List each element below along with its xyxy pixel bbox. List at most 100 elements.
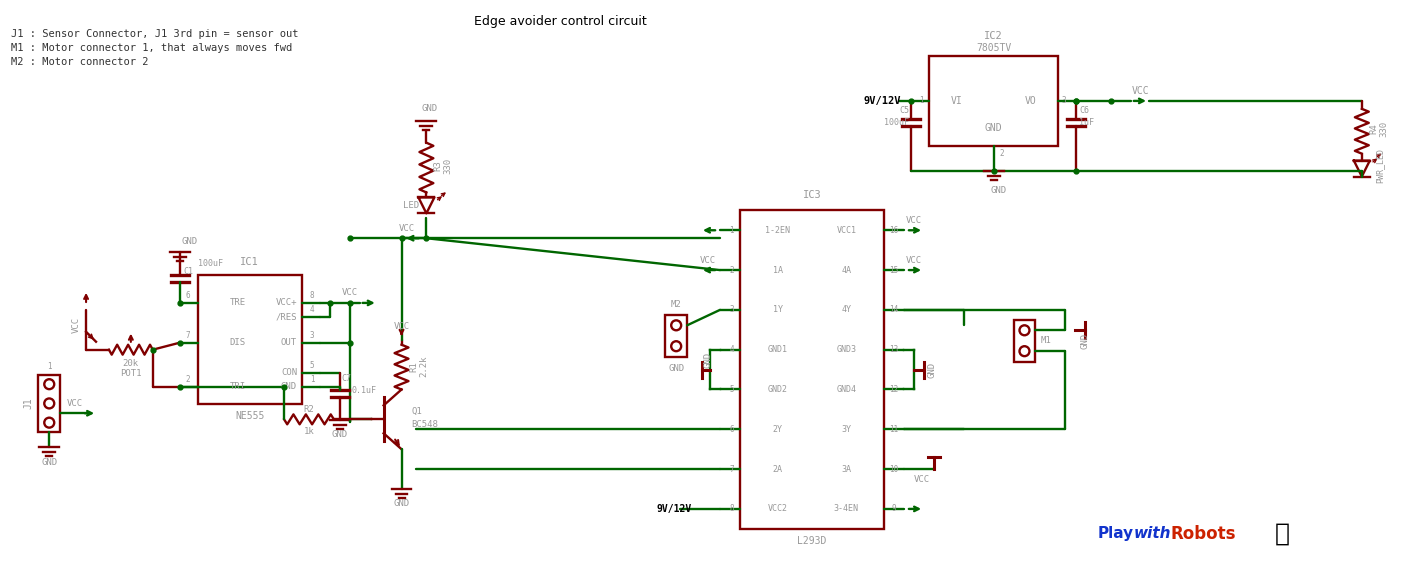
Text: GND1: GND1	[768, 345, 788, 354]
Text: VCC: VCC	[700, 256, 715, 264]
Text: GND2: GND2	[768, 385, 788, 394]
Text: 3-4EN: 3-4EN	[834, 504, 858, 513]
Circle shape	[44, 399, 54, 408]
Text: R2: R2	[304, 405, 314, 414]
Text: GND: GND	[985, 123, 1002, 133]
Text: VCC: VCC	[905, 256, 922, 264]
Text: M2 : Motor connector 2: M2 : Motor connector 2	[11, 57, 149, 67]
Text: TRE: TRE	[230, 299, 246, 307]
Text: 4A: 4A	[841, 266, 851, 275]
Text: VI: VI	[951, 96, 962, 106]
Text: 8: 8	[310, 291, 314, 300]
Text: 2: 2	[730, 266, 734, 275]
Text: 1-2EN: 1-2EN	[765, 226, 790, 235]
Text: 6: 6	[730, 425, 734, 434]
Text: 5: 5	[310, 361, 314, 370]
Text: 14: 14	[890, 305, 898, 315]
Text: 2: 2	[1000, 149, 1004, 158]
Text: R4: R4	[1369, 123, 1378, 134]
Text: M1 : Motor connector 1, that always moves fwd: M1 : Motor connector 1, that always move…	[11, 43, 293, 53]
Text: 8: 8	[730, 504, 734, 513]
Text: NE555: NE555	[236, 411, 264, 421]
Text: 11: 11	[890, 425, 898, 434]
Text: VCC: VCC	[914, 475, 930, 484]
Text: GND: GND	[927, 361, 937, 377]
Text: VCC: VCC	[341, 288, 358, 297]
Circle shape	[44, 418, 54, 428]
Text: 5: 5	[730, 385, 734, 394]
Text: 100uF: 100uF	[197, 259, 223, 268]
Text: VCC+: VCC+	[276, 299, 297, 307]
Text: C6: C6	[1080, 106, 1090, 115]
Text: 1Y: 1Y	[773, 305, 783, 315]
Text: IC3: IC3	[803, 191, 821, 200]
Text: J1 : Sensor Connector, J1 3rd pin = sensor out: J1 : Sensor Connector, J1 3rd pin = sens…	[11, 29, 298, 39]
Text: Q1: Q1	[411, 407, 423, 416]
Circle shape	[1020, 346, 1030, 356]
Circle shape	[671, 341, 681, 351]
Text: GND: GND	[704, 352, 713, 368]
Circle shape	[671, 320, 681, 330]
Text: 15: 15	[890, 266, 898, 275]
Text: L293D: L293D	[797, 536, 827, 546]
Text: 2: 2	[186, 375, 190, 384]
Text: 0.1uF: 0.1uF	[351, 386, 377, 395]
Bar	[930, 56, 1058, 146]
Text: R3: R3	[434, 160, 443, 171]
Text: 330: 330	[1379, 120, 1388, 137]
Text: GND: GND	[668, 364, 684, 373]
Text: 4Y: 4Y	[841, 305, 851, 315]
Text: VO: VO	[1024, 96, 1037, 106]
Text: GND: GND	[991, 186, 1007, 195]
Text: GND4: GND4	[837, 385, 857, 394]
Text: Robots: Robots	[1171, 525, 1237, 543]
Text: 10: 10	[890, 465, 898, 473]
Text: 7: 7	[730, 465, 734, 473]
Text: 3Y: 3Y	[841, 425, 851, 434]
Text: 1: 1	[918, 96, 924, 106]
Text: 2Y: 2Y	[773, 425, 783, 434]
Text: CON: CON	[281, 368, 297, 377]
Text: 330: 330	[444, 158, 453, 174]
Text: VCC: VCC	[1132, 86, 1150, 96]
Text: VCC1: VCC1	[837, 226, 857, 235]
Text: VCC: VCC	[394, 322, 410, 331]
Text: 20k: 20k	[123, 359, 139, 368]
Text: 13: 13	[890, 345, 898, 354]
Text: VCC: VCC	[71, 317, 80, 333]
Text: GND: GND	[181, 237, 197, 246]
Text: 6: 6	[186, 291, 190, 300]
Bar	[665, 315, 687, 357]
Text: POT1: POT1	[120, 369, 141, 378]
Text: GND: GND	[281, 382, 297, 391]
Text: C1: C1	[184, 267, 194, 276]
Text: with: with	[1134, 526, 1171, 541]
Text: BC548: BC548	[411, 420, 438, 429]
Text: 3: 3	[310, 331, 314, 340]
Text: 2A: 2A	[773, 465, 783, 473]
Text: GND: GND	[394, 500, 410, 508]
Text: 3: 3	[730, 305, 734, 315]
Text: 1k: 1k	[304, 427, 314, 436]
Text: 1A: 1A	[773, 266, 783, 275]
Text: GND: GND	[1081, 333, 1090, 349]
Text: 3: 3	[1062, 96, 1067, 106]
Circle shape	[44, 379, 54, 389]
Text: GND: GND	[41, 457, 57, 467]
Text: IC2: IC2	[984, 31, 1002, 41]
Text: 16: 16	[890, 226, 898, 235]
Bar	[39, 375, 60, 432]
Text: TRI: TRI	[230, 382, 246, 391]
Text: GND3: GND3	[837, 345, 857, 354]
Text: VCC: VCC	[905, 216, 922, 225]
Text: 9V/12V: 9V/12V	[864, 96, 901, 106]
Text: J1: J1	[23, 397, 33, 409]
Text: 9V/12V: 9V/12V	[657, 504, 693, 514]
Text: M2: M2	[671, 300, 681, 309]
Bar	[197, 275, 301, 404]
Circle shape	[1020, 325, 1030, 335]
Text: C7: C7	[341, 374, 351, 383]
Text: 1uF: 1uF	[1080, 118, 1094, 127]
Text: 7805TV: 7805TV	[975, 43, 1011, 53]
Text: GND: GND	[421, 104, 437, 114]
